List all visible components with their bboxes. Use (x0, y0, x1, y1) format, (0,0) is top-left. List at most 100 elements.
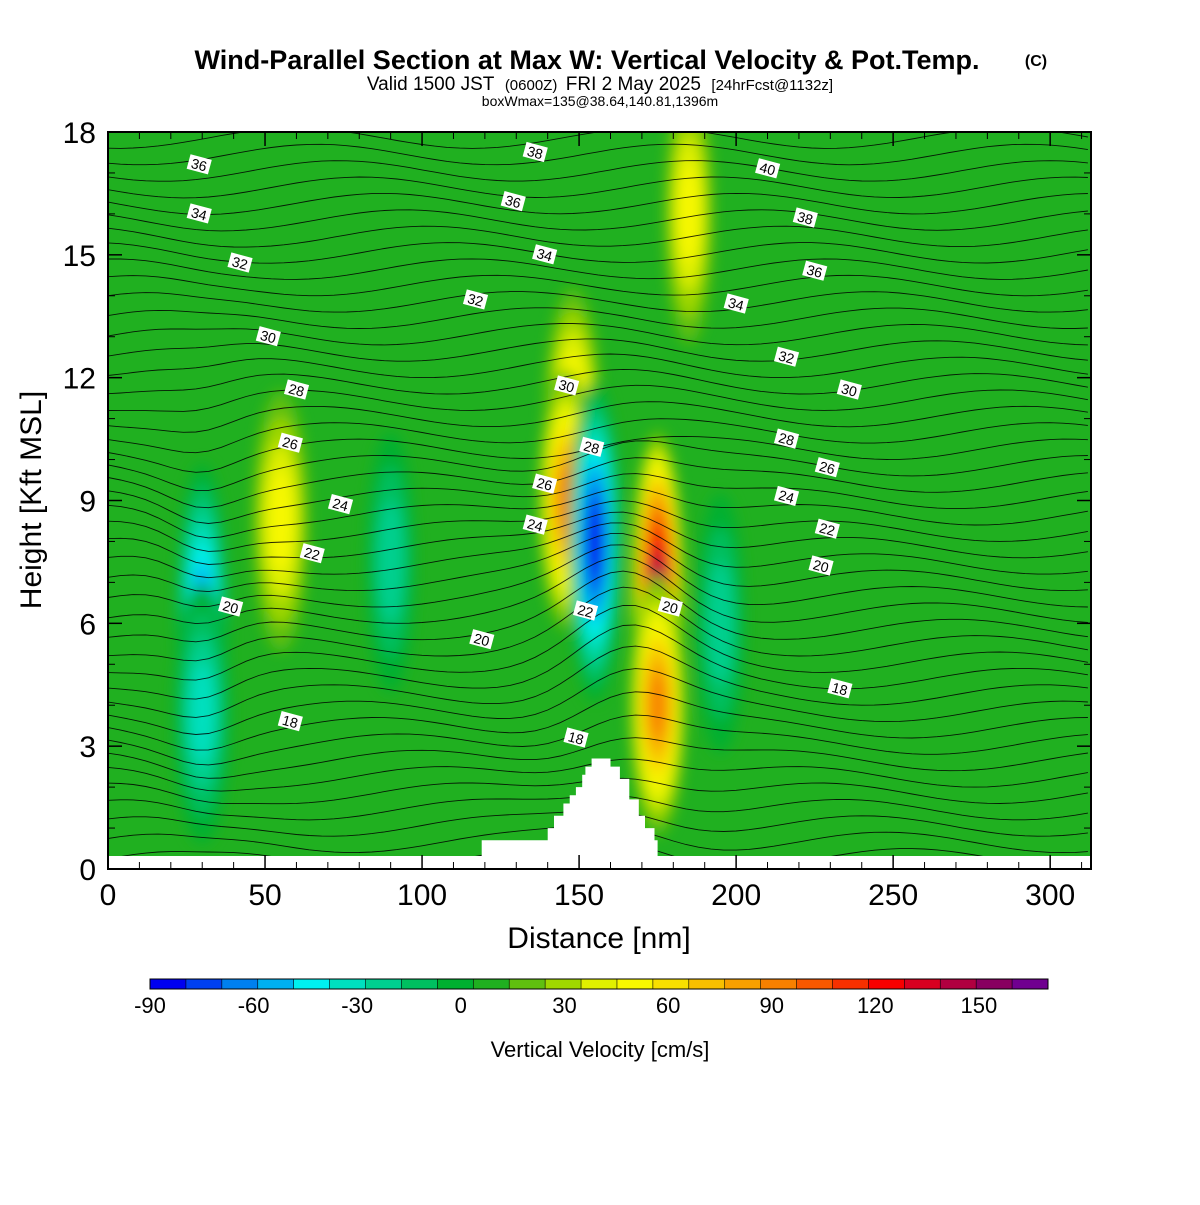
contour-label-box (572, 600, 599, 621)
theta-contour (108, 225, 1088, 248)
colorbar-swatch (437, 979, 474, 989)
terrain-profile (481, 758, 658, 869)
chart-title: Wind-Parallel Section at Max W: Vertical… (195, 45, 980, 75)
contour-label-box (469, 629, 495, 650)
theta-contour (108, 570, 1088, 643)
contour-label: 18 (827, 678, 853, 699)
contour-label-box (792, 207, 818, 228)
contour-label-box (563, 727, 589, 748)
theta-contour (108, 291, 1088, 313)
theta-contour (108, 511, 1088, 565)
contour-label: 18 (277, 711, 303, 732)
contour-label-box (814, 457, 840, 478)
contour-label-box (836, 379, 862, 400)
theta-contour (108, 544, 1088, 608)
theta-contour (108, 132, 823, 133)
theta-contour (108, 209, 1088, 232)
theta-contour (108, 737, 1088, 779)
contour-label: 26 (277, 432, 303, 453)
colorbar-swatch (221, 979, 259, 989)
contour-label-text: 18 (830, 679, 849, 699)
contour-label: 36 (802, 260, 828, 281)
contour-label: 22 (572, 600, 599, 621)
contour-label-text: 38 (796, 208, 815, 228)
y-tick-label: 0 (79, 854, 96, 887)
colorbar-swatch (868, 979, 905, 989)
theta-contour (108, 604, 1088, 681)
plot-area: 36 34 32 30 28 26 24 22 20 18 38 36 34 32 30 28 26 24 22 20… (108, 132, 1091, 869)
contour-label-text: 30 (557, 376, 576, 396)
theta-contour (108, 384, 1088, 412)
contour-label-text: 32 (777, 347, 796, 367)
contour-label-box (532, 244, 558, 265)
contour-label-box (299, 543, 325, 564)
contour-label-box (522, 514, 548, 535)
colorbar-swatch (976, 979, 1013, 989)
colorbar-swatch (832, 979, 869, 989)
velocity-blob (707, 561, 734, 685)
contour-label-text: 38 (526, 143, 545, 163)
x-tick-label: 100 (397, 879, 447, 912)
contour-label-text: 30 (259, 327, 278, 347)
contour-label-box (283, 379, 310, 400)
contour-label: 38 (792, 207, 818, 228)
x-tick-label: 0 (100, 879, 117, 912)
contour-label: 20 (469, 629, 495, 650)
x-axis-label: Distance [nm] (507, 922, 690, 955)
theta-contour (108, 307, 1088, 329)
colorbar-swatch (940, 979, 977, 989)
colorbar-label: Vertical Velocity [cm/s] (491, 1037, 710, 1062)
contour-label-box (657, 596, 683, 617)
contour-label-text: 18 (566, 728, 585, 748)
contour-label-text: 34 (190, 204, 209, 224)
contour-label-box (277, 711, 303, 732)
contour-label-box (277, 432, 303, 453)
colorbar-swatch (724, 979, 762, 989)
theta-contour (108, 418, 1088, 454)
zulu-time: (0600Z) (505, 77, 558, 94)
theta-contour (108, 274, 1088, 297)
contour-label-text: 18 (281, 712, 300, 732)
x-tick-label: 50 (248, 879, 281, 912)
theta-contour (108, 176, 1088, 199)
theta-contour (108, 258, 1088, 280)
contour-label-text: 32 (230, 253, 249, 273)
theta-contour (108, 522, 1088, 579)
contour-label: 30 (554, 375, 580, 396)
contour-label-text: 22 (576, 601, 595, 621)
contour-label-box (755, 158, 781, 179)
contour-label: 20 (218, 596, 244, 617)
theta-contour (108, 192, 1088, 215)
contour-label: 36 (186, 154, 212, 175)
theta-contour (108, 624, 1088, 700)
theta-contour (108, 645, 1088, 718)
colorbar-tick-label: 60 (656, 993, 680, 1018)
contour-label: 18 (563, 727, 589, 748)
y-axis-label: Height [Kft MSL] (15, 391, 48, 609)
contour-label-text: 40 (758, 159, 777, 179)
contour-label: 22 (299, 543, 325, 564)
contour-label: 20 (657, 596, 683, 617)
colorbar-swatch (150, 979, 187, 989)
contour-label-text: 34 (535, 245, 554, 265)
colorbar-tick-label: 120 (857, 993, 894, 1018)
theta-contour (108, 586, 1088, 662)
contour-label: 24 (773, 485, 800, 506)
theta-contour (108, 714, 1088, 766)
theta-contour (108, 160, 1088, 182)
contour-label-text: 28 (287, 380, 306, 400)
contour-label-box (773, 428, 800, 449)
colorbar-tick-label: -90 (134, 993, 166, 1018)
theta-contour (108, 143, 1088, 166)
contour-label-text: 24 (526, 515, 545, 535)
colorbar-tick-label: 90 (759, 993, 783, 1018)
contour-label: 24 (327, 494, 354, 514)
theta-contour (108, 500, 1088, 552)
contour-label: 32 (227, 252, 253, 273)
contour-label-box (827, 678, 853, 699)
contour-label-text: 32 (466, 290, 485, 310)
x-tick-label: 200 (711, 879, 761, 912)
contour-label: 30 (836, 379, 862, 400)
